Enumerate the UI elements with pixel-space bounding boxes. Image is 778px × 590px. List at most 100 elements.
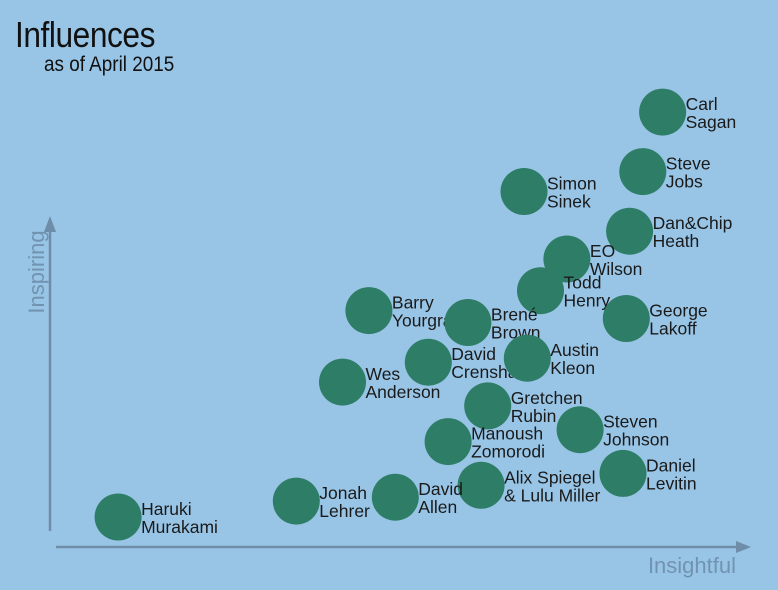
data-point: Austin Kleon (503, 334, 599, 382)
x-axis-arrowhead (736, 541, 751, 553)
point-label-line: Levitin (646, 473, 697, 493)
point-label: Carl Sagan (686, 94, 737, 132)
data-point: Wes Anderson (319, 358, 441, 406)
data-point: EO Wilson (543, 235, 643, 283)
point-marker (556, 406, 604, 454)
point-label-line: Lakoff (649, 319, 696, 339)
data-point: Haruki Murakami (94, 493, 218, 541)
point-marker (404, 338, 452, 386)
point-label: Manoush Zomorodi (471, 424, 545, 462)
point-label-line: Sinek (547, 192, 591, 212)
data-point: Carl Sagan (639, 88, 737, 136)
point-label-line: Kleon (550, 358, 595, 378)
point-label-line: EO (590, 241, 615, 261)
point-label: Simon Sinek (547, 174, 597, 212)
point-marker (503, 334, 551, 382)
point-label-line: Lehrer (319, 501, 370, 521)
data-point: Alix Spiegel & Lulu Miller (457, 461, 601, 509)
point-marker (345, 287, 393, 335)
point-label: Austin Kleon (550, 340, 599, 378)
data-point: Todd Henry (517, 267, 611, 315)
point-label-line: Johnson (603, 430, 669, 450)
point-marker (272, 477, 320, 525)
point-label: Steve Jobs (666, 154, 711, 192)
data-point: Manoush Zomorodi (424, 418, 545, 466)
point-label: Dan&Chip Heath (653, 213, 733, 251)
y-axis-arrowhead (44, 216, 56, 232)
point-label-line: Allen (418, 497, 457, 517)
point-marker (599, 449, 647, 497)
point-label-line: Henry (564, 291, 611, 311)
point-label-line: Jobs (666, 172, 703, 192)
chart-subtitle: as of April 2015 (44, 53, 175, 76)
point-label-line: Brené (491, 305, 538, 325)
point-label: Gretchen Rubin (511, 388, 583, 426)
x-axis-title: Insightful (648, 553, 736, 578)
point-label: David Allen (418, 479, 463, 517)
point-marker (444, 299, 492, 346)
chart-title: Influences (15, 14, 156, 55)
point-label: EO Wilson (590, 241, 643, 279)
point-label-line: Daniel (646, 455, 696, 475)
point-marker (457, 461, 505, 509)
point-marker (500, 168, 548, 215)
point-marker (619, 148, 667, 196)
point-label: Steven Johnson (603, 412, 669, 450)
point-label-line: Manoush (471, 424, 543, 444)
point-label-line: Simon (547, 174, 597, 194)
point-marker (424, 418, 472, 466)
point-label: Haruki Murakami (141, 499, 218, 537)
data-point: Steve Jobs (619, 148, 711, 196)
point-label-line: Carl (686, 94, 718, 114)
point-label-line: Steven (603, 412, 657, 432)
point-marker (464, 382, 512, 430)
data-point: Jonah Lehrer (272, 477, 370, 525)
data-point: David Allen (371, 473, 463, 521)
point-label: Jonah Lehrer (319, 483, 370, 521)
point-label-line: David (418, 479, 463, 499)
data-points: Carl Sagan Steve Jobs Simon Sinek Dan&Chip Heat… (94, 88, 737, 541)
point-label-line: David (451, 344, 496, 364)
point-label-line: Todd (564, 273, 602, 293)
point-label: Daniel Levitin (646, 455, 697, 493)
point-marker (543, 235, 591, 283)
point-label-line: Gretchen (511, 388, 583, 408)
data-point: Gretchen Rubin (464, 382, 583, 430)
point-label-line: & Lulu Miller (504, 485, 600, 505)
point-label-line: Heath (653, 231, 700, 251)
point-label-line: Jonah (319, 483, 367, 503)
point-marker (602, 295, 650, 342)
point-marker (606, 207, 654, 255)
point-label: George Lakoff (649, 301, 707, 339)
point-label-line: Wilson (590, 259, 643, 279)
point-label-line: George (649, 301, 707, 321)
point-label-line: Zomorodi (471, 442, 545, 462)
data-point: Barry Yourgrau (345, 287, 462, 335)
point-label-line: Rubin (511, 406, 557, 426)
point-label-line: Haruki (141, 499, 192, 519)
point-label: Alix Spiegel & Lulu Miller (504, 467, 600, 505)
point-label-line: Sagan (686, 112, 737, 132)
point-label-line: Alix Spiegel (504, 467, 595, 487)
point-marker (319, 358, 366, 406)
point-label-line: Wes (366, 364, 401, 384)
point-label-line: Murakami (141, 517, 218, 537)
data-point: Daniel Levitin (599, 449, 697, 497)
point-label-line: Anderson (366, 382, 441, 402)
point-label: Wes Anderson (366, 364, 441, 402)
data-point: Steven Johnson (556, 406, 669, 454)
data-point: Simon Sinek (500, 168, 597, 215)
point-marker (371, 473, 419, 521)
y-axis-title: Inspiring (24, 230, 49, 313)
point-label-line: Dan&Chip (653, 213, 733, 233)
point-marker (639, 88, 687, 136)
point-label-line: Steve (666, 154, 711, 174)
point-label: Todd Henry (564, 273, 611, 311)
data-point: George Lakoff (602, 295, 708, 342)
point-label-line: Austin (550, 340, 599, 360)
point-marker (94, 493, 142, 541)
data-point: Dan&Chip Heath (606, 207, 733, 255)
point-marker (517, 267, 564, 315)
